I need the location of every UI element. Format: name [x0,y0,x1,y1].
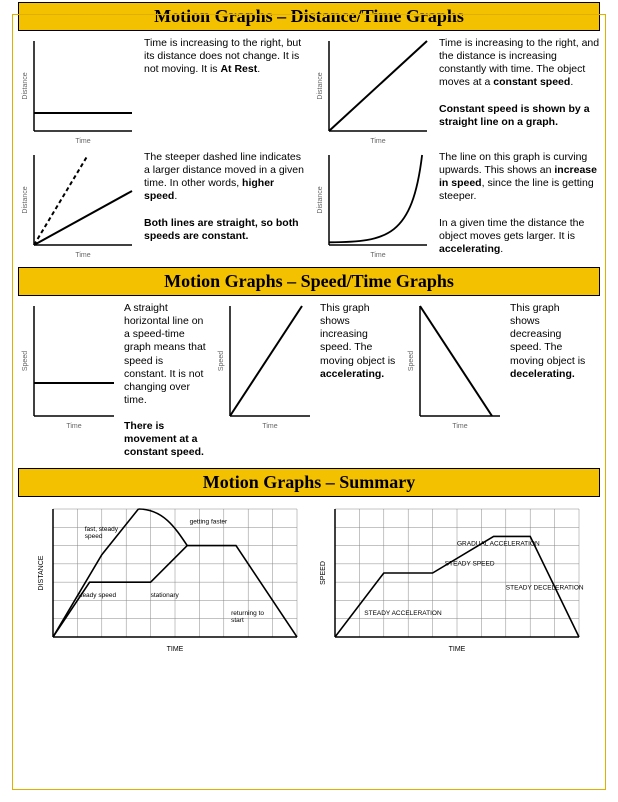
page-frame [12,14,606,790]
